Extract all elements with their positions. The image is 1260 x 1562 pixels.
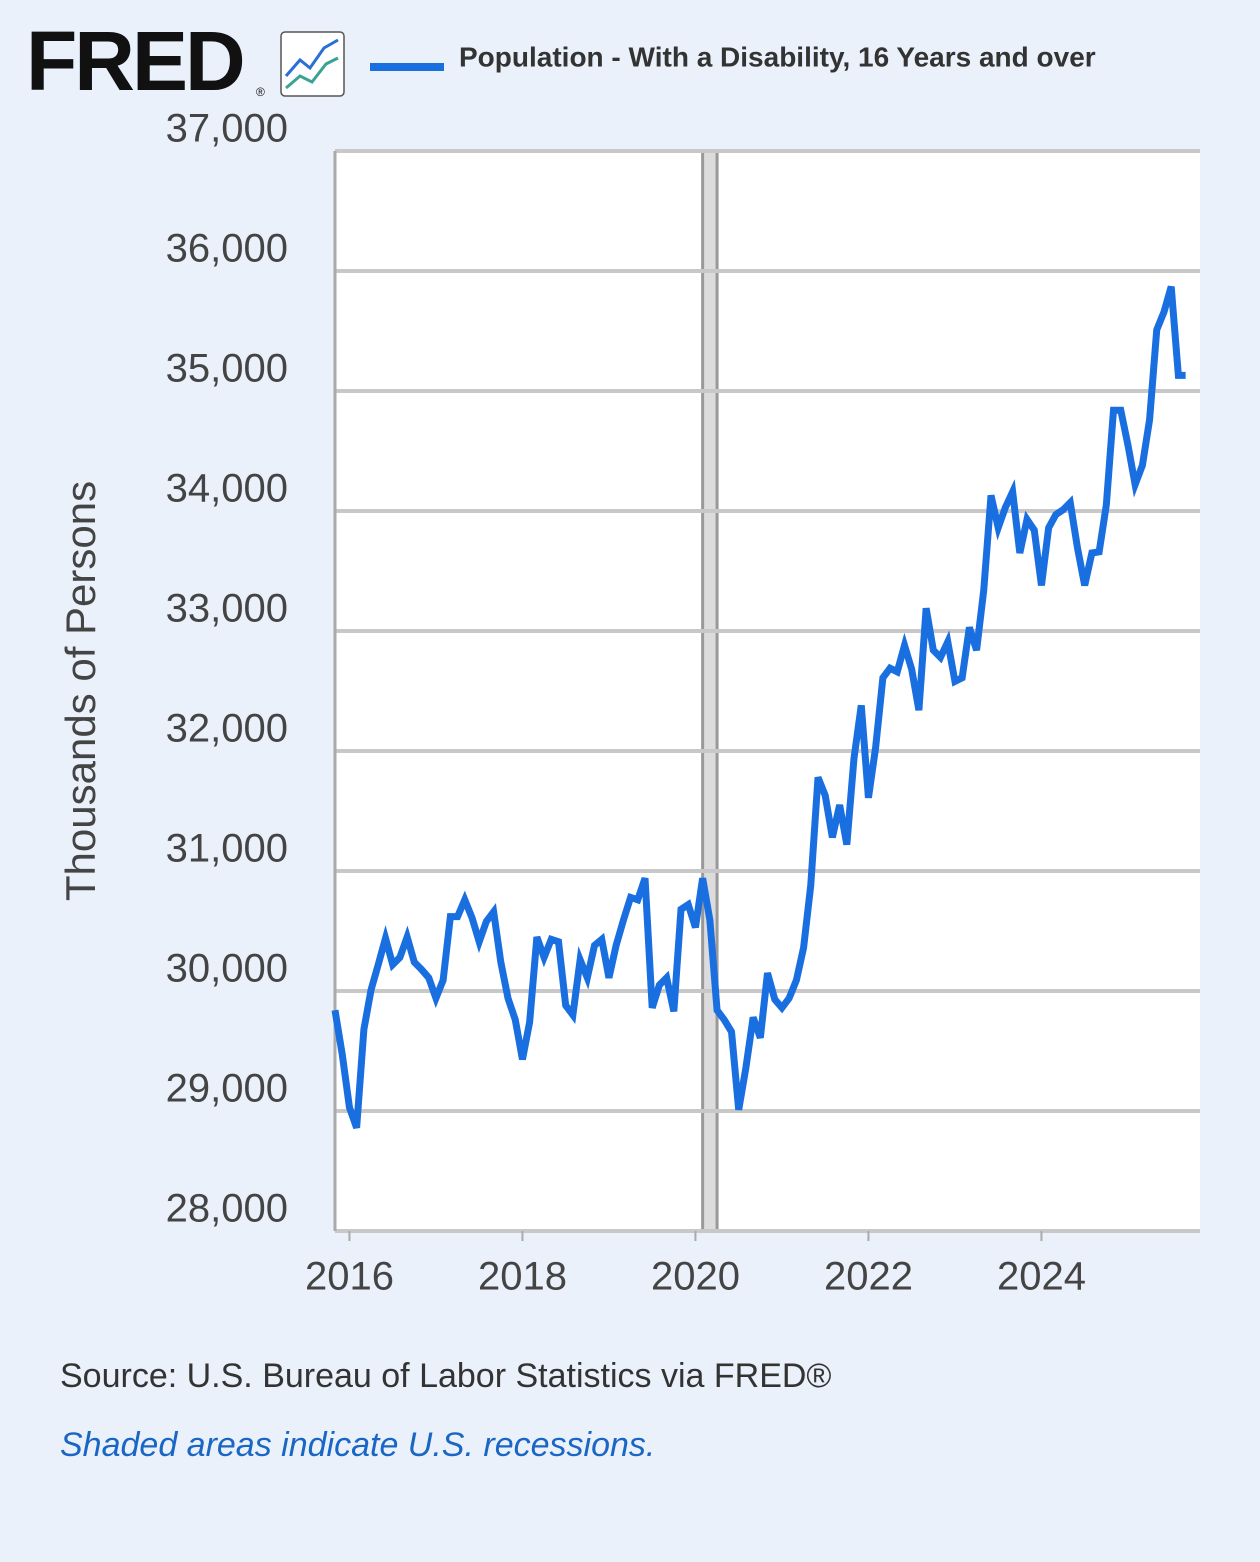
legend-label: Population - With a Disability, 16 Years… bbox=[459, 41, 1096, 72]
y-tick-label: 29,000 bbox=[166, 1067, 288, 1111]
y-tick-label: 35,000 bbox=[166, 347, 288, 391]
y-tick-label: 36,000 bbox=[166, 227, 288, 271]
x-tick-label: 2024 bbox=[997, 1255, 1086, 1299]
y-tick-label: 33,000 bbox=[166, 587, 288, 631]
note: Shaded areas indicate U.S. recessions. bbox=[60, 1426, 655, 1464]
x-tick-label: 2018 bbox=[478, 1255, 567, 1299]
source: Source: U.S. Bureau of Labor Statistics … bbox=[60, 1357, 831, 1395]
x-tick-label: 2022 bbox=[824, 1255, 913, 1299]
logo-icon bbox=[280, 31, 345, 97]
y-tick-label: 34,000 bbox=[166, 467, 288, 511]
y-tick-label: 28,000 bbox=[166, 1187, 288, 1231]
data-line bbox=[331, 285, 1186, 1129]
x-tick-label: 2016 bbox=[305, 1255, 394, 1299]
recession-band bbox=[702, 151, 718, 1231]
logo-mark: ® bbox=[256, 85, 265, 99]
y-tick-label: 31,000 bbox=[166, 827, 288, 871]
y-tick-label: 30,000 bbox=[166, 947, 288, 991]
y-axis-title: Thousands of Persons bbox=[57, 481, 104, 901]
y-tick-label: 37,000 bbox=[166, 107, 288, 151]
x-tick-label: 2020 bbox=[651, 1255, 740, 1299]
plot-area bbox=[335, 151, 1200, 1231]
y-tick-label: 32,000 bbox=[166, 707, 288, 751]
logo: FRED bbox=[26, 14, 243, 108]
